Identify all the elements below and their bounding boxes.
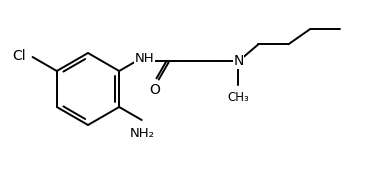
- Text: N: N: [233, 54, 244, 68]
- Text: CH₃: CH₃: [227, 91, 249, 104]
- Text: Cl: Cl: [12, 49, 26, 63]
- Text: O: O: [149, 83, 160, 97]
- Text: NH₂: NH₂: [130, 127, 155, 140]
- Text: NH: NH: [135, 52, 154, 66]
